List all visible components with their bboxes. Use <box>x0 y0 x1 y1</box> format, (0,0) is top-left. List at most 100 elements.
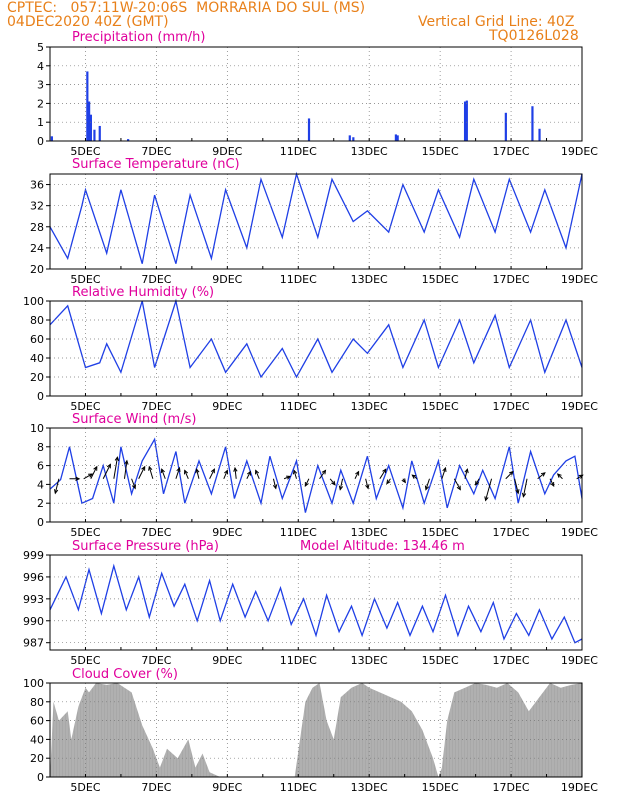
pres-ytick-label: 993 <box>23 593 44 606</box>
wind-arrow <box>175 466 181 479</box>
precip-bar <box>348 135 351 141</box>
wind-arrow <box>549 478 555 488</box>
pres-subtitle: Model Altitude: 134.46 m <box>300 539 465 554</box>
wind-arrow <box>464 468 469 479</box>
pres-ytick-label: 999 <box>23 549 44 562</box>
precip-bar <box>531 106 534 141</box>
wind-arrow <box>223 469 229 479</box>
rh-ytick-label: 20 <box>30 371 44 384</box>
rh-xtick-label: 19DEC <box>561 400 598 413</box>
precip-ytick-label: 1 <box>37 116 44 129</box>
rh-xtick-label: 13DEC <box>351 400 388 413</box>
wind-arrow <box>131 478 136 490</box>
rh-ytick-label: 40 <box>30 352 44 365</box>
wind-vectors <box>54 456 584 502</box>
wind-arrow <box>69 476 81 481</box>
wind-arrow <box>505 470 514 480</box>
temp-frame <box>49 173 583 270</box>
precip-ytick-label: 2 <box>37 97 44 110</box>
wind-arrow <box>537 472 546 480</box>
wind-arrow <box>246 470 251 479</box>
wind-arrow <box>160 468 166 479</box>
rh-xtick-label: 11DEC <box>280 400 317 413</box>
panel-precip: 0 1 2 3 4 5 5DEC 7DEC 9DEC 11DEC 13DEC 15DEC 17DEC 19… <box>37 30 598 158</box>
pres-xtick-label: 11DEC <box>280 654 317 667</box>
wind-ytick-label: 6 <box>37 460 44 473</box>
temp-ytick-label: 36 <box>30 179 44 192</box>
wind-arrow <box>292 469 298 479</box>
temp-ytick-label: 32 <box>30 200 44 213</box>
wind-xtick-label: 19DEC <box>561 526 598 539</box>
wind-arrow <box>424 478 430 491</box>
panel-wind: 0 2 4 6 8 10 5DEC 7DEC 9DEC 11DEC 13DEC 15DEC 17DEC 1… <box>30 412 598 539</box>
wind-xtick-label: 5DEC <box>70 526 100 539</box>
temp-xtick-label: 9DEC <box>212 273 242 286</box>
wind-arrow <box>379 468 387 480</box>
cloud-xtick-label: 17DEC <box>493 781 530 794</box>
wind-arrow <box>329 478 336 486</box>
temp-xtick-label: 13DEC <box>351 273 388 286</box>
wind-title: Surface Wind (m/s) <box>72 412 196 427</box>
pres-series-line <box>49 563 583 644</box>
rh-xtick-label: 17DEC <box>493 400 530 413</box>
pres-xtick-label: 19DEC <box>561 654 598 667</box>
temp-ytick-label: 24 <box>30 242 44 255</box>
wind-ytick-label: 8 <box>37 441 44 454</box>
header-model-id: TQ0126L028 <box>489 28 579 44</box>
wind-ytick-label: 0 <box>37 516 44 529</box>
precip-xtick-label: 11DEC <box>280 145 317 158</box>
pres-xtick-label: 13DEC <box>351 654 388 667</box>
pres-title: Surface Pressure (hPa) <box>72 539 219 554</box>
cloud-xtick-label: 7DEC <box>141 781 171 794</box>
wind-arrow <box>184 469 189 479</box>
wind-arrow <box>148 465 154 479</box>
precip-bar <box>89 114 92 141</box>
wind-ytick-label: 4 <box>37 478 44 491</box>
wind-xtick-label: 13DEC <box>351 526 388 539</box>
temp-xtick-label: 19DEC <box>561 273 598 286</box>
panel-temp: 20 24 28 32 36 5DEC 7DEC 9DEC 11DEC 13DEC 15DEC 17D… <box>30 157 598 286</box>
wind-series-line <box>49 437 583 513</box>
wind-arrow <box>319 469 327 480</box>
temp-xtick-label: 5DEC <box>70 273 100 286</box>
rh-title: Relative Humidity (%) <box>72 285 214 300</box>
precip-title: Precipitation (mm/h) <box>72 30 205 45</box>
wind-arrow <box>338 478 344 491</box>
wind-arrow <box>576 474 584 480</box>
wind-xtick-label: 7DEC <box>141 526 171 539</box>
wind-ytick-label: 2 <box>37 497 44 510</box>
rh-ytick-label: 100 <box>23 295 44 308</box>
rh-frame <box>49 300 583 397</box>
precip-ytick-label: 3 <box>37 79 44 92</box>
wind-arrow <box>556 473 563 480</box>
wind-arrow <box>401 478 406 484</box>
rh-xtick-label: 7DEC <box>141 400 171 413</box>
wind-arrow <box>521 478 528 498</box>
wind-xtick-label: 15DEC <box>422 526 459 539</box>
temp-series-line <box>49 171 583 264</box>
temp-xtick-label: 17DEC <box>493 273 530 286</box>
rh-ytick-label: 0 <box>37 390 44 403</box>
precip-xtick-label: 9DEC <box>212 145 242 158</box>
precip-bar <box>50 136 53 141</box>
wind-arrow <box>138 465 146 479</box>
cloud-xtick-label: 19DEC <box>561 781 598 794</box>
wind-arrow <box>272 478 278 490</box>
pres-ytick-label: 990 <box>23 615 44 628</box>
cloud-ytick-label: 80 <box>30 696 44 709</box>
pres-xtick-label: 15DEC <box>422 654 459 667</box>
precip-bar <box>396 135 399 141</box>
pres-xtick-label: 17DEC <box>493 654 530 667</box>
temp-xtick-label: 15DEC <box>422 273 459 286</box>
wind-arrow <box>354 470 360 479</box>
precip-xtick-label: 7DEC <box>141 145 171 158</box>
wind-arrow <box>484 478 493 502</box>
cloud-xtick-label: 13DEC <box>351 781 388 794</box>
wind-arrow <box>386 478 391 485</box>
precip-bar <box>394 134 397 141</box>
precip-bar <box>465 100 468 141</box>
rh-xtick-label: 9DEC <box>212 400 242 413</box>
precip-xtick-label: 17DEC <box>493 145 530 158</box>
precip-bar <box>504 112 507 141</box>
